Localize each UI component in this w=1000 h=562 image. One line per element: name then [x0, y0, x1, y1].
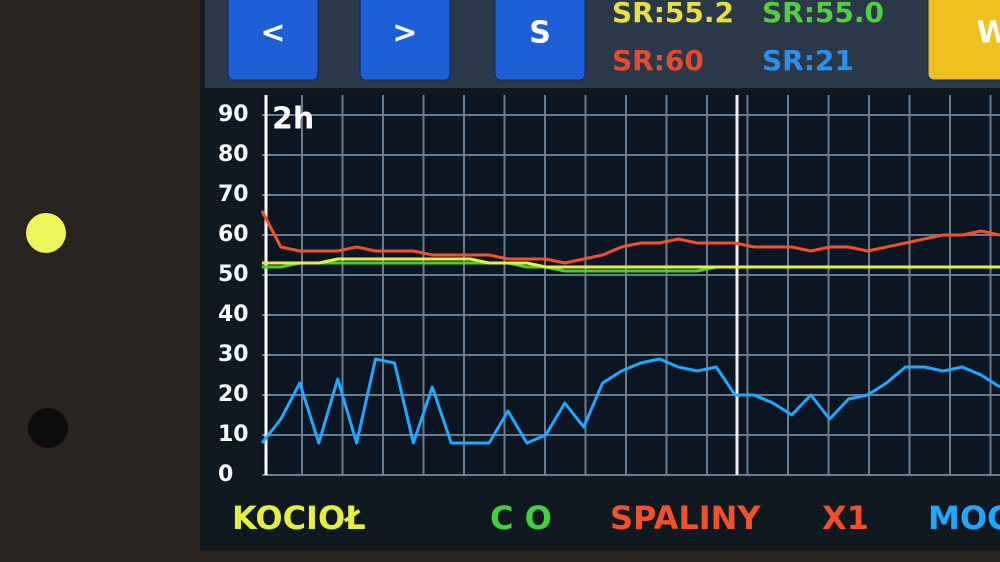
- y-tick-label: 40: [218, 302, 249, 327]
- legend-extra: X1: [822, 499, 869, 537]
- series-line: [260, 357, 1000, 445]
- button-face: [494, 0, 586, 81]
- legend-entry: C O: [490, 499, 552, 537]
- button[interactable]: S: [494, 0, 586, 81]
- plot: 0 10 20 30 40 50 60 70 80 90 2h KOCIOŁ C O SPALINY MOC…: [218, 95, 1000, 537]
- button[interactable]: W: [927, 0, 1000, 81]
- series-line: [262, 257, 1000, 269]
- y-tick-label: 60: [218, 222, 249, 247]
- legend-entry: SPALINY: [610, 499, 761, 537]
- top-bar: [205, 0, 1000, 88]
- button-label: S: [529, 16, 551, 51]
- y-tick-label: 50: [218, 262, 249, 287]
- plot-area: [262, 95, 1000, 475]
- hole: [28, 408, 68, 448]
- button-face: [359, 0, 451, 81]
- legend-entry: KOCIOŁ: [232, 499, 366, 537]
- readout: SR:60: [612, 44, 704, 77]
- readout: SR:21: [762, 44, 854, 77]
- y-tick-label: 90: [218, 102, 249, 127]
- top-controls: < > S W SR:55.2 SR:55.0 SR:60 SR:21: [227, 0, 1000, 81]
- led: [26, 213, 66, 253]
- readout: SR:55.2: [612, 0, 734, 29]
- y-tick-label: 10: [218, 422, 249, 447]
- readout: SR:55.0: [762, 0, 884, 29]
- button-face: [227, 0, 319, 81]
- series-line: [260, 210, 1000, 265]
- button[interactable]: <: [227, 0, 319, 81]
- y-tick-label: 70: [218, 182, 249, 207]
- y-tick-label: 80: [218, 142, 249, 167]
- button-label: <: [260, 16, 285, 51]
- button-face: [927, 0, 1000, 81]
- legend-entry: MOC: [928, 499, 1000, 537]
- y-tick-label: 20: [218, 382, 249, 407]
- button-label: >: [392, 16, 417, 51]
- button-label: W: [976, 16, 1000, 51]
- chart-title: 2h: [272, 102, 314, 137]
- button[interactable]: >: [359, 0, 451, 81]
- y-tick-label: 0: [218, 462, 233, 487]
- y-tick-label: 30: [218, 342, 249, 367]
